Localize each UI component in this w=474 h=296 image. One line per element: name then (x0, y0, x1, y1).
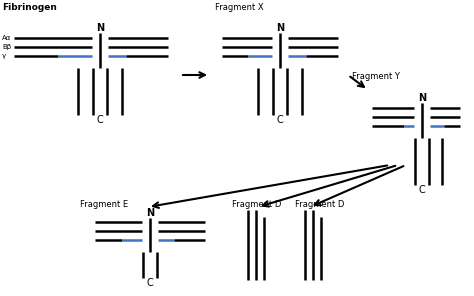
Text: Fragment E: Fragment E (80, 200, 128, 209)
Text: Fibrinogen: Fibrinogen (2, 3, 57, 12)
Text: Bβ: Bβ (2, 44, 11, 50)
Text: γ: γ (2, 53, 6, 59)
Text: N: N (418, 93, 426, 103)
Text: N: N (146, 208, 154, 218)
Text: C: C (277, 115, 283, 125)
Text: C: C (419, 185, 425, 195)
Text: N: N (96, 23, 104, 33)
Text: C: C (146, 278, 154, 288)
Text: Fragment D: Fragment D (295, 200, 345, 209)
Text: Aα: Aα (2, 35, 11, 41)
Text: Fragment Y: Fragment Y (352, 72, 400, 81)
Text: C: C (97, 115, 103, 125)
Text: Fragment D: Fragment D (232, 200, 282, 209)
Text: Fragment X: Fragment X (215, 3, 264, 12)
Text: N: N (276, 23, 284, 33)
